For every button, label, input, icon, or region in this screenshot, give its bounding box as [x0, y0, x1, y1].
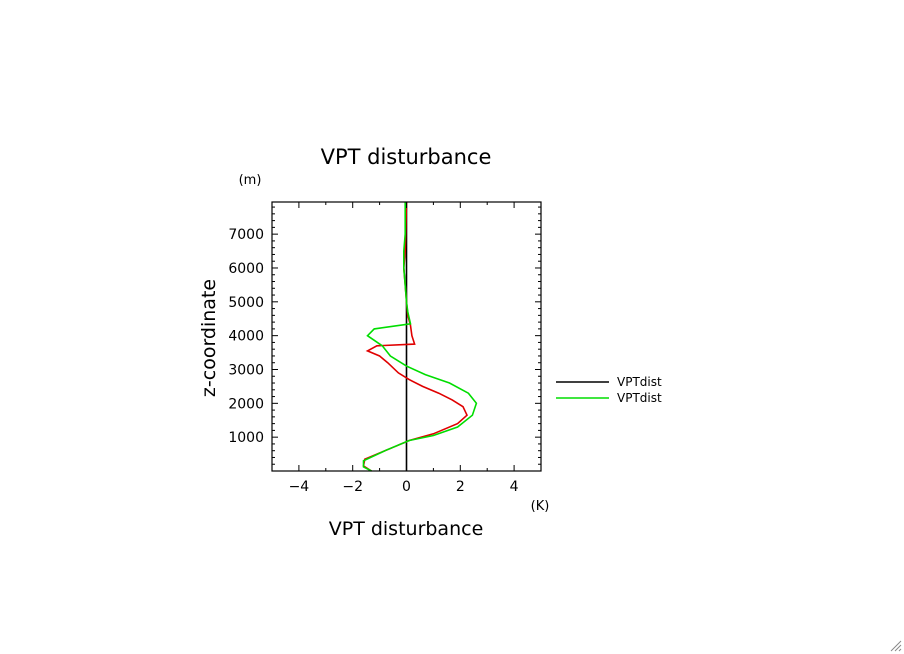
- x-tick-label: −4: [289, 479, 310, 495]
- x-tick-label: −2: [342, 479, 363, 495]
- series-layer: [362, 201, 478, 472]
- axes-layer: −4 −2 0 2 4 1000 2000 3000 4000 5000 6000 7000: [228, 202, 542, 495]
- series-line-1: [362, 201, 468, 472]
- resize-grip-icon[interactable]: [888, 638, 902, 652]
- y-tick-label: 5000: [228, 295, 264, 311]
- legend-label-2: VPTdist: [617, 391, 662, 405]
- y-tick-label: 3000: [228, 362, 264, 378]
- series-line-2: [362, 202, 478, 472]
- x-tick-label: 4: [510, 479, 519, 495]
- y-tick-label: 7000: [228, 227, 264, 243]
- chart-title: VPT disturbance: [321, 145, 492, 169]
- y-tick-label: 2000: [228, 396, 264, 412]
- x-axis-label: VPT disturbance: [329, 518, 484, 540]
- legend-label-0: VPTdist: [617, 375, 662, 389]
- y-tick-label: 6000: [228, 261, 264, 277]
- x-tick-label: 2: [456, 479, 465, 495]
- y-unit-label: (m): [239, 173, 262, 188]
- legend: VPTdist VPTdist: [556, 375, 662, 405]
- x-unit-label: (K): [531, 499, 550, 514]
- x-tick-label: 0: [402, 479, 411, 495]
- y-axis-label: z-coordinate: [198, 279, 220, 397]
- y-tick-label: 1000: [228, 430, 264, 446]
- y-tick-label: 4000: [228, 329, 264, 345]
